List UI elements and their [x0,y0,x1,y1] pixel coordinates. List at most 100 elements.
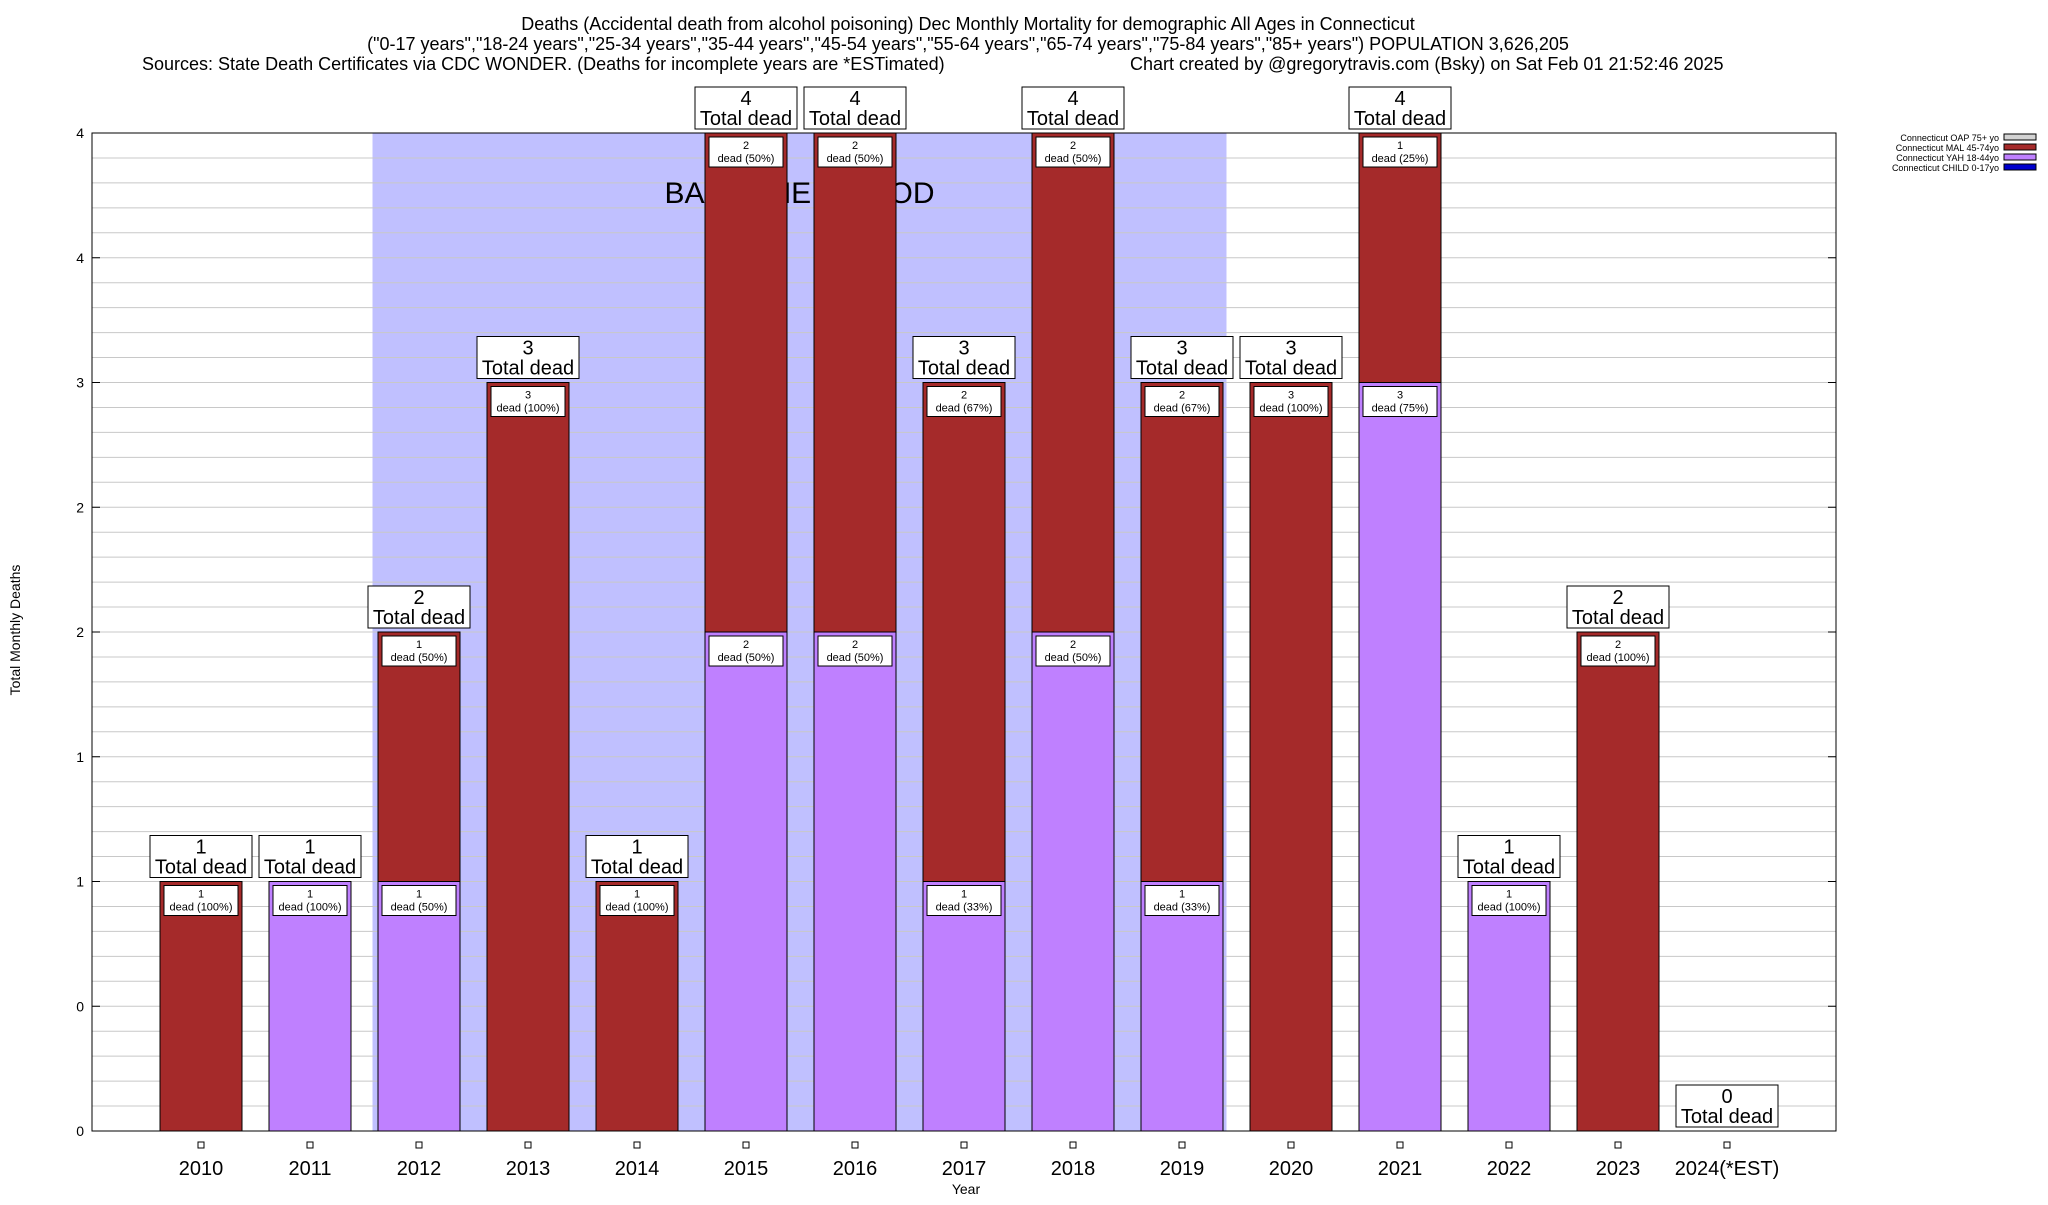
segment-percent-label: dead (33%) [1154,902,1211,914]
x-tick-marker [742,1141,750,1149]
x-tick-label: 2012 [397,1158,442,1180]
total-label-box [1130,336,1234,379]
segment-percent-label: dead (67%) [1154,403,1211,415]
legend-entry-label: Connecticut OAP 75+ yo [1900,133,1999,143]
segment-percent-label: dead (33%) [936,902,993,914]
x-tick-label: 2018 [1051,1158,1096,1180]
segment-count-label: 1 [416,889,422,901]
segment-percent-label: dead (25%) [1372,153,1429,165]
bar-segment [704,631,788,1132]
total-count-label: 0 [1721,1086,1732,1108]
total-label-box [1239,336,1343,379]
legend-entry-label: Connecticut CHILD 0-17yo [1892,163,1999,173]
segment-percent-label: dead (50%) [827,153,884,165]
y-tick-label: 0 [76,1123,84,1139]
segment-count-label: 2 [1070,140,1076,152]
chart-title: Deaths (Accidental death from alcohol po… [142,14,1724,74]
bar-segment [377,881,461,1132]
x-tick-marker [1723,1141,1731,1149]
x-tick-label: 2024(*EST) [1675,1158,1780,1180]
total-count-label: 4 [1067,88,1078,110]
total-text-label: Total dead [482,358,574,380]
segment-percent-label: dead (100%) [1587,652,1650,664]
segment-percent-label: dead (100%) [279,902,342,914]
total-count-label: 1 [631,837,642,859]
total-label-box [1457,835,1561,878]
segment-label-box [708,136,784,168]
segment-label-box [1580,635,1656,667]
total-label-box [694,86,798,130]
total-label-box [585,835,689,878]
segment-count-label: 3 [1397,390,1403,402]
title-line-3: Sources: State Death Certificates via CD… [142,54,945,74]
title-line-1: Deaths (Accidental death from alcohol po… [521,14,1414,34]
legend-swatch [2003,133,2037,141]
total-label-box [803,86,907,130]
bar-segment [595,881,679,1132]
total-count-label: 3 [1285,338,1296,360]
segment-percent-label: dead (75%) [1372,403,1429,415]
segment-count-label: 1 [961,889,967,901]
bar-segment [1140,382,1224,882]
segment-count-label: 1 [1397,140,1403,152]
segment-count-label: 3 [525,390,531,402]
x-tick-marker [524,1141,532,1149]
x-tick-label: 2010 [179,1158,224,1180]
segment-label-box [1253,386,1329,417]
x-tick-label: 2019 [1160,1158,1205,1180]
x-tick-label: 2021 [1378,1158,1423,1180]
segment-label-box [272,885,348,916]
bar-segment [377,631,461,882]
segment-label-box [926,386,1002,417]
bar-segment [704,132,788,633]
segment-label-box [599,885,675,916]
segment-count-label: 2 [743,140,749,152]
x-tick-marker [1614,1141,1622,1149]
x-tick-label: 2014 [615,1158,660,1180]
segment-count-label: 2 [852,639,858,651]
total-text-label: Total dead [1136,358,1228,380]
total-label-box [1675,1084,1779,1128]
bar-segment [1249,382,1333,1132]
x-tick-label: 2017 [942,1158,987,1180]
segment-label-box [381,635,457,667]
total-text-label: Total dead [373,607,465,629]
segment-percent-label: dead (50%) [391,652,448,664]
segment-label-box [381,885,457,916]
x-axis-label: Year [952,1181,981,1197]
legend-entry-label: Connecticut YAH 18-44yo [1896,153,1999,163]
title-line-2: ("0-17 years","18-24 years","25-34 years… [367,34,1569,54]
y-tick-label: 3 [76,375,84,391]
segment-label-box [1035,635,1111,667]
total-label-box [367,585,471,629]
x-tick-marker [851,1141,859,1149]
total-text-label: Total dead [700,108,792,130]
legend-swatch [2003,143,2037,151]
x-tick-marker [1287,1141,1295,1149]
segment-percent-label: dead (50%) [1045,153,1102,165]
total-text-label: Total dead [1681,1106,1773,1128]
segment-count-label: 2 [961,390,967,402]
segment-count-label: 2 [1615,639,1621,651]
total-count-label: 1 [304,837,315,859]
segment-percent-label: dead (50%) [718,153,775,165]
y-axis-label: Total Monthly Deaths [7,565,23,696]
segment-count-label: 2 [1179,390,1185,402]
segment-count-label: 3 [1288,390,1294,402]
y-tick-label: 1 [76,874,84,890]
x-tick-label: 2016 [833,1158,878,1180]
segment-label-box [490,386,566,417]
segment-label-box [1035,136,1111,168]
segment-percent-label: dead (100%) [606,902,669,914]
bar-segment [813,631,897,1132]
segment-label-box [1362,386,1438,417]
y-tick-label: 4 [76,125,84,141]
x-tick-label: 2020 [1269,1158,1314,1180]
legend-swatch [2003,153,2037,161]
segment-count-label: 2 [852,140,858,152]
x-tick-marker [415,1141,423,1149]
segment-percent-label: dead (50%) [718,652,775,664]
total-label-box [258,835,362,878]
